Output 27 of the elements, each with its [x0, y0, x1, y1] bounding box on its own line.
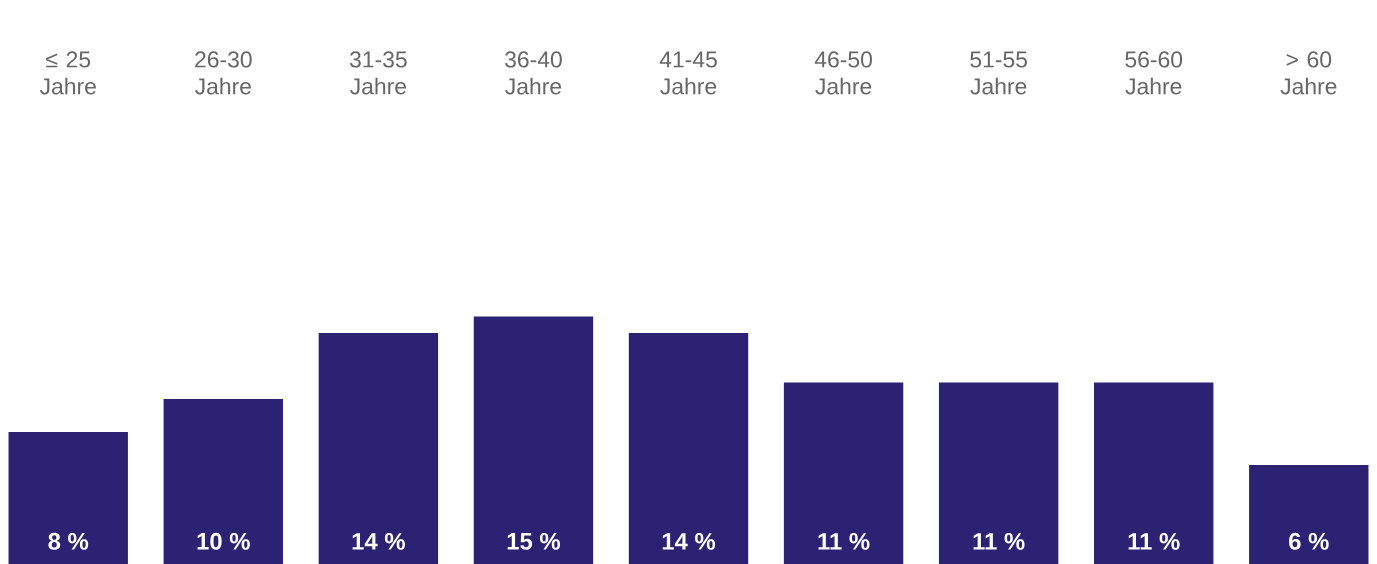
bar	[1249, 465, 1369, 564]
x-tick-label: 46-50 Jahre	[814, 51, 872, 95]
x-tick-label: 51-55 Jahre	[970, 51, 1027, 95]
bar	[318, 333, 439, 564]
data-label: 11 %	[818, 532, 870, 550]
x-tick-label: 56-60 Jahre	[1125, 51, 1183, 95]
data-label: 14 %	[352, 532, 405, 550]
bar	[163, 399, 283, 564]
data-label: 14 %	[662, 532, 716, 550]
bar	[1094, 382, 1214, 564]
data-label: 6 %	[1289, 532, 1329, 550]
data-label: 8 %	[48, 532, 89, 550]
bar	[783, 382, 904, 564]
data-label: 11 %	[973, 532, 1025, 550]
bar	[628, 333, 749, 564]
bar	[473, 316, 594, 564]
x-tick-label: 36-40 Jahre	[505, 51, 562, 95]
x-tick-label: 26-30 Jahre	[195, 51, 252, 95]
bar	[8, 432, 128, 564]
data-label: 15 %	[507, 532, 561, 550]
data-label: 10 %	[197, 532, 250, 550]
x-tick-label: > 60 Jahre	[1280, 51, 1337, 95]
x-tick-label: ≤ 25 Jahre	[39, 51, 96, 95]
data-label: 11 %	[1128, 532, 1180, 550]
x-tick-label: 31-35 Jahre	[349, 51, 407, 95]
x-tick-label: 41-45 Jahre	[659, 51, 717, 95]
bar	[938, 382, 1059, 564]
